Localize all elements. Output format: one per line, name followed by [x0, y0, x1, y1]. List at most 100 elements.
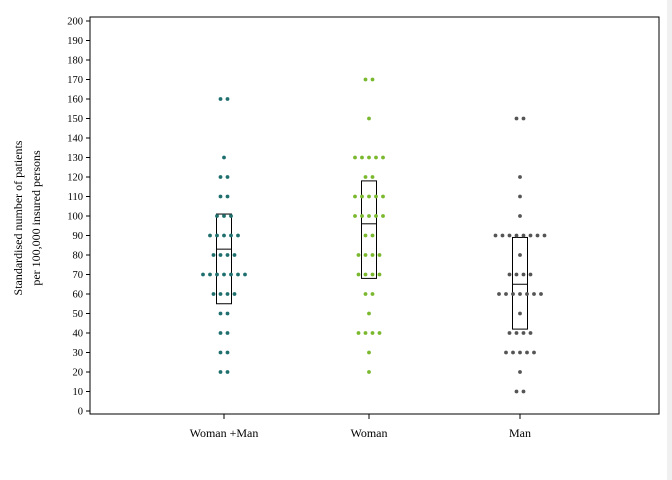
data-point [507, 233, 512, 238]
data-point [525, 350, 529, 355]
data-point [225, 370, 230, 374]
y-axis-title-2: per 100,000 insured persons [29, 150, 43, 286]
data-point [243, 272, 247, 277]
data-point [218, 311, 223, 316]
data-point [521, 116, 526, 121]
data-point [367, 116, 371, 121]
data-point [225, 311, 230, 316]
data-point [222, 214, 226, 218]
y-axis-title-line-2: per 100,000 insured persons [29, 150, 43, 286]
data-point [377, 253, 382, 257]
data-point [232, 292, 237, 296]
data-point [370, 233, 375, 238]
data-point [215, 233, 219, 238]
data-point [507, 331, 512, 335]
data-point [356, 253, 361, 257]
data-point [518, 253, 522, 257]
data-point [514, 331, 519, 335]
y-tick-label: 190 [67, 36, 83, 47]
y-tick-label: 60 [73, 290, 84, 301]
data-point [377, 331, 382, 335]
y-tick-label: 30 [73, 348, 84, 359]
x-category-label: Woman [350, 426, 387, 440]
data-point [218, 350, 223, 355]
data-point [521, 272, 526, 277]
data-point [353, 194, 357, 199]
y-axis: 0 10 20 30 40 50 60 70 80 90 100 110 120 130 140 150 160… [67, 17, 90, 418]
data-point [236, 272, 240, 277]
y-tick-label: 140 [67, 134, 83, 145]
data-point [367, 155, 371, 160]
data-point [374, 155, 378, 160]
data-point [363, 331, 368, 335]
data-point [367, 350, 371, 355]
data-point [370, 272, 375, 277]
y-tick-label: 40 [73, 329, 84, 340]
data-point [222, 272, 226, 277]
y-tick-label: 170 [67, 75, 83, 86]
y-axis-title-line-1: Standardised number of patients [11, 140, 25, 295]
data-point [528, 233, 533, 238]
data-point [363, 253, 368, 257]
data-point [356, 331, 361, 335]
y-tick-label: 100 [67, 212, 83, 223]
data-point [518, 292, 522, 296]
data-point [218, 175, 223, 179]
data-point [363, 233, 368, 238]
data-point [367, 370, 371, 374]
data-point [514, 272, 519, 277]
data-point [518, 214, 522, 218]
y-tick-label: 50 [73, 309, 84, 320]
y-tick-label: 130 [67, 153, 83, 164]
data-point [363, 272, 368, 277]
data-point [521, 389, 526, 394]
data-point [535, 233, 540, 238]
data-point [528, 272, 533, 277]
x-category-label: Woman +Man [190, 426, 259, 440]
y-tick-label: 90 [73, 231, 84, 242]
data-point [218, 292, 223, 296]
y-tick-label: 150 [67, 114, 83, 125]
data-point [539, 292, 543, 296]
dot-points [201, 77, 547, 394]
data-point [381, 214, 385, 218]
box-0 [216, 213, 232, 305]
data-point [370, 331, 375, 335]
data-point [493, 233, 498, 238]
y-tick-label: 120 [67, 173, 83, 184]
data-point [532, 292, 536, 296]
data-point [370, 77, 375, 82]
data-point [356, 272, 361, 277]
y-tick-label: 20 [73, 368, 84, 379]
x-axis: Woman +Man Woman Man [190, 414, 531, 440]
data-point [370, 175, 375, 179]
y-tick-label: 0 [78, 407, 83, 418]
data-point [518, 370, 522, 374]
data-point [363, 77, 368, 82]
data-point [360, 194, 364, 199]
data-point [511, 292, 515, 296]
data-point [504, 350, 508, 355]
y-axis-title: Standardised number of patients [11, 140, 25, 295]
data-point [218, 194, 223, 199]
y-tick-label: 80 [73, 251, 84, 262]
data-point [225, 194, 230, 199]
data-point [514, 116, 519, 121]
data-point [225, 97, 230, 101]
box-2 [512, 236, 528, 330]
box-1 [361, 180, 377, 279]
data-point [504, 292, 508, 296]
data-point [370, 253, 375, 257]
data-point [211, 292, 216, 296]
data-point [381, 155, 385, 160]
data-point [232, 253, 237, 257]
data-point [225, 331, 230, 335]
data-point [367, 214, 371, 218]
data-point [225, 292, 230, 296]
data-point [367, 311, 371, 316]
data-point [518, 350, 522, 355]
x-category-label: Man [509, 426, 531, 440]
boxes [216, 180, 528, 330]
data-point [353, 155, 357, 160]
